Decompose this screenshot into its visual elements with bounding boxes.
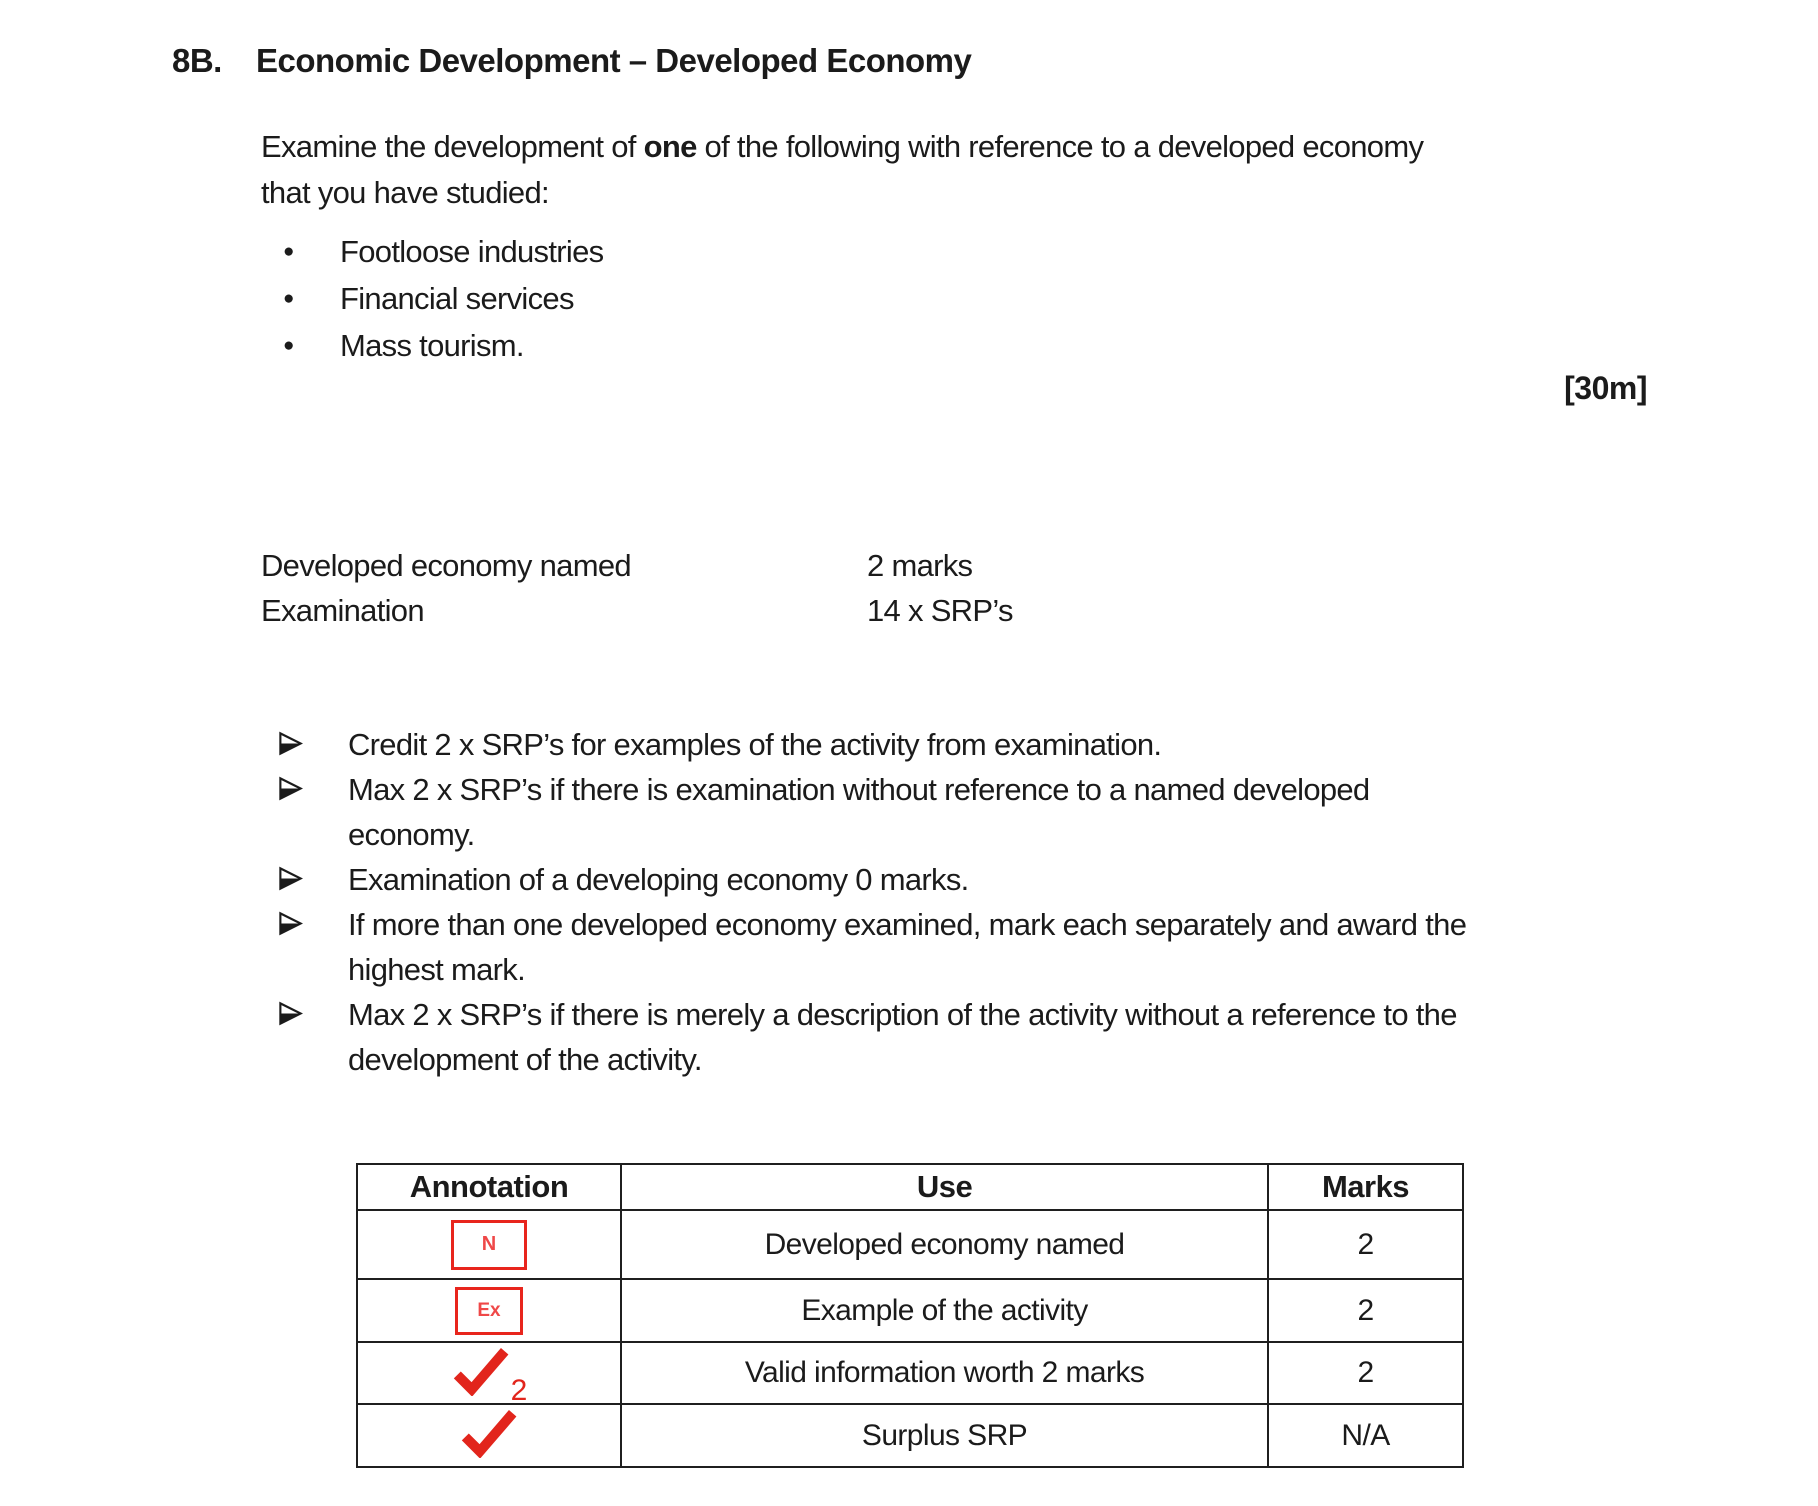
marks-cell: 2	[1267, 1278, 1464, 1343]
option-label: Mass tourism.	[340, 328, 525, 363]
list-item: Max 2 x SRP’s if there is examination wi…	[277, 767, 1466, 857]
arrow-bullet-icon	[277, 857, 348, 902]
use-cell: Developed economy named	[620, 1209, 1269, 1280]
check-icon	[460, 1408, 518, 1458]
marks-cell: N/A	[1267, 1403, 1464, 1468]
annotation-cell: Ex	[356, 1278, 622, 1343]
annotation-table: Annotation Use Marks N Developed economy…	[356, 1163, 1464, 1468]
guideline-text: Max 2 x SRP’s if there is merely a descr…	[348, 997, 1457, 1077]
list-item: ● Footloose industries	[283, 228, 604, 275]
table-row: Ex Example of the activity 2	[356, 1278, 1464, 1343]
options-list: ● Footloose industries ● Financial servi…	[283, 228, 604, 369]
summary-value: 2 marks	[867, 548, 973, 583]
guideline-text: If more than one developed economy exami…	[348, 907, 1467, 987]
check-2-icon: 2	[452, 1346, 527, 1405]
arrow-bullet-icon	[277, 722, 348, 767]
marking-guidelines-list: Credit 2 x SRP’s for examples of the act…	[277, 722, 1467, 1082]
summary-row: Developed economy named 2 marks	[261, 543, 1013, 588]
table-row: Surplus SRP N/A	[356, 1403, 1464, 1468]
arrow-bullet-icon	[277, 902, 348, 992]
annotation-cell	[356, 1403, 622, 1468]
summary-row: Examination 14 x SRP’s	[261, 588, 1013, 633]
intro-line-2: that you have studied:	[261, 175, 550, 210]
question-title: Economic Development – Developed Economy	[256, 42, 972, 79]
marks-cell: 2	[1267, 1341, 1464, 1405]
table-row: 2 Valid information worth 2 marks 2	[356, 1341, 1464, 1405]
summary-value: 14 x SRP’s	[867, 593, 1013, 628]
list-item: ● Mass tourism.	[283, 322, 603, 369]
bullet-icon: ●	[283, 241, 294, 262]
intro-bold-word: one	[643, 129, 698, 164]
column-header-marks: Marks	[1267, 1163, 1464, 1211]
guideline-text: Max 2 x SRP’s if there is examination wi…	[348, 772, 1370, 852]
arrow-bullet-icon	[277, 992, 348, 1082]
marks-cell: 2	[1267, 1209, 1464, 1280]
option-label: Footloose industries	[340, 234, 604, 269]
column-header-annotation: Annotation	[356, 1163, 622, 1211]
question-intro: Examine the development of one of the fo…	[261, 124, 1424, 216]
ex-stamp-icon: Ex	[455, 1286, 523, 1335]
table-row: N Developed economy named 2	[356, 1209, 1464, 1280]
bullet-icon: ●	[283, 288, 294, 309]
list-item: Examination of a developing economy 0 ma…	[277, 857, 1466, 902]
question-header: 8B. Economic Development – Developed Eco…	[172, 42, 972, 80]
guideline-text: Examination of a developing economy 0 ma…	[348, 862, 969, 897]
column-header-use: Use	[620, 1163, 1269, 1211]
annotation-cell: 2	[356, 1341, 622, 1405]
total-marks-label: [30m]	[1564, 370, 1647, 406]
summary-label: Developed economy named	[261, 548, 632, 583]
use-cell: Valid information worth 2 marks	[620, 1341, 1269, 1405]
list-item: If more than one developed economy exami…	[277, 902, 1467, 992]
list-item: Max 2 x SRP’s if there is merely a descr…	[277, 992, 1466, 1082]
table-header-row: Annotation Use Marks	[356, 1163, 1464, 1211]
mark-summary: Developed economy named 2 marks Examinat…	[261, 543, 1013, 633]
guideline-text: Credit 2 x SRP’s for examples of the act…	[348, 727, 1162, 762]
arrow-bullet-icon	[277, 767, 348, 857]
n-stamp-icon: N	[451, 1219, 527, 1270]
use-cell: Example of the activity	[620, 1278, 1269, 1343]
list-item: Credit 2 x SRP’s for examples of the act…	[277, 722, 1466, 767]
summary-label: Examination	[261, 593, 425, 628]
use-cell: Surplus SRP	[620, 1403, 1269, 1468]
option-label: Financial services	[340, 281, 574, 316]
intro-line-1: Examine the development of one of the fo…	[261, 124, 1424, 170]
annotation-cell: N	[356, 1209, 622, 1280]
list-item: ● Financial services	[283, 275, 603, 322]
question-number: 8B.	[172, 42, 222, 79]
bullet-icon: ●	[283, 335, 294, 356]
intro-text: Examine the development of	[261, 129, 644, 164]
intro-text: of the following with reference to a dev…	[696, 129, 1424, 164]
